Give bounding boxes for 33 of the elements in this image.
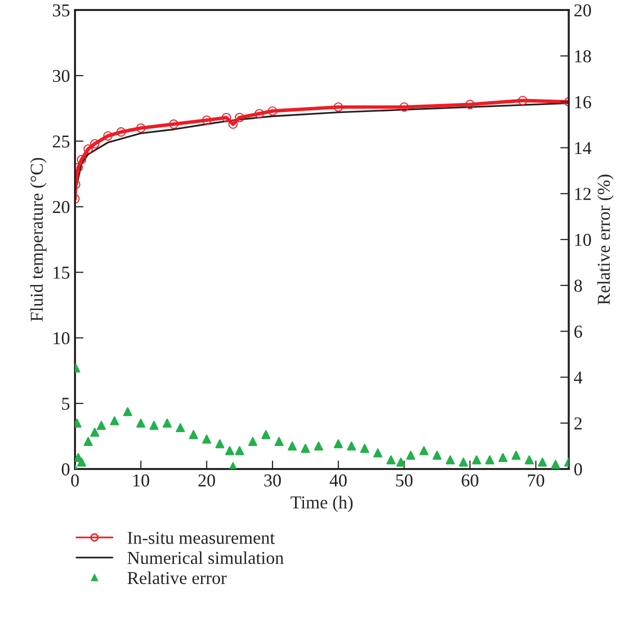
legend-label: In-situ measurement (128, 532, 275, 544)
x-tick-label: 30 (264, 474, 281, 487)
y-tick-label: 0 (62, 463, 70, 476)
y2-tick-label: 18 (575, 50, 591, 62)
x-tick-label: 50 (396, 474, 413, 487)
y2-tick-label: 6 (574, 326, 582, 338)
y2-tick-label: 8 (574, 280, 582, 292)
y2-tick-label: 12 (575, 188, 591, 200)
y-tick-label: 5 (62, 398, 70, 410)
y-tick-label: 25 (52, 135, 70, 148)
y2-tick-label: 2 (574, 417, 582, 430)
x-axis-title: Time (h) (290, 496, 353, 512)
y2-tick-label: 10 (575, 234, 591, 246)
y-tick-label: 20 (52, 200, 70, 214)
y2-tick-label: 20 (574, 4, 591, 16)
y-tick-label: 30 (52, 70, 70, 82)
y-axis-title: Fluid temperature (°C) (30, 158, 47, 322)
y2-tick-label: 0 (574, 463, 582, 476)
y2-tick-label: 16 (575, 96, 592, 108)
x-tick-label: 70 (528, 474, 544, 487)
x-tick-label: 10 (133, 474, 150, 487)
y-tick-label: 10 (54, 332, 70, 344)
x-tick-label: 20 (198, 474, 216, 487)
y2-axis-title: Relative error (%) (597, 174, 614, 305)
y2-tick-label: 14 (575, 142, 592, 154)
x-tick-label: 0 (71, 474, 79, 487)
x-tick-label: 40 (330, 474, 347, 487)
x-tick-label: 60 (462, 474, 478, 487)
y2-tick-label: 4 (574, 372, 582, 384)
y-tick-label: 15 (54, 266, 70, 279)
legend-label: Relative error (128, 571, 227, 584)
legend-label: Numerical simulation (128, 551, 284, 564)
y-tick-label: 35 (52, 4, 70, 16)
